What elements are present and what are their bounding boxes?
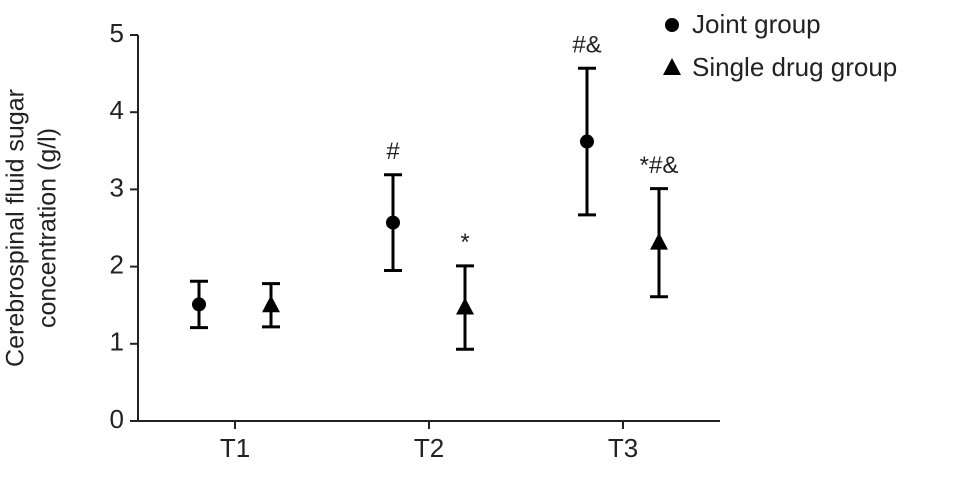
legend-marker — [665, 18, 679, 32]
annotation: # — [386, 138, 400, 165]
data-point — [650, 232, 668, 250]
y-tick-label: 5 — [110, 18, 124, 48]
data-point — [192, 297, 206, 312]
data-point — [386, 215, 400, 230]
annotation: *#& — [640, 152, 679, 179]
legend-label: Joint group — [692, 9, 821, 39]
legend-label: Single drug group — [692, 52, 897, 82]
data-point — [262, 295, 280, 313]
y-tick-label: 4 — [110, 95, 124, 125]
x-tick-label: T3 — [608, 433, 638, 463]
legend-marker — [663, 58, 681, 75]
annotation: #& — [572, 32, 601, 59]
y-tick-label: 1 — [110, 327, 124, 357]
y-axis-title: concentration (g/l) — [34, 128, 62, 328]
annotation: * — [460, 229, 469, 256]
x-tick-label: T2 — [414, 433, 444, 463]
x-tick-label: T1 — [220, 433, 250, 463]
data-point — [580, 134, 594, 149]
y-tick-label: 3 — [110, 172, 124, 202]
y-tick-label: 2 — [110, 249, 124, 279]
y-tick-label: 0 — [110, 404, 124, 434]
data-point — [456, 297, 474, 315]
y-axis-title: Cerebrospinal fluid sugar — [2, 89, 30, 367]
